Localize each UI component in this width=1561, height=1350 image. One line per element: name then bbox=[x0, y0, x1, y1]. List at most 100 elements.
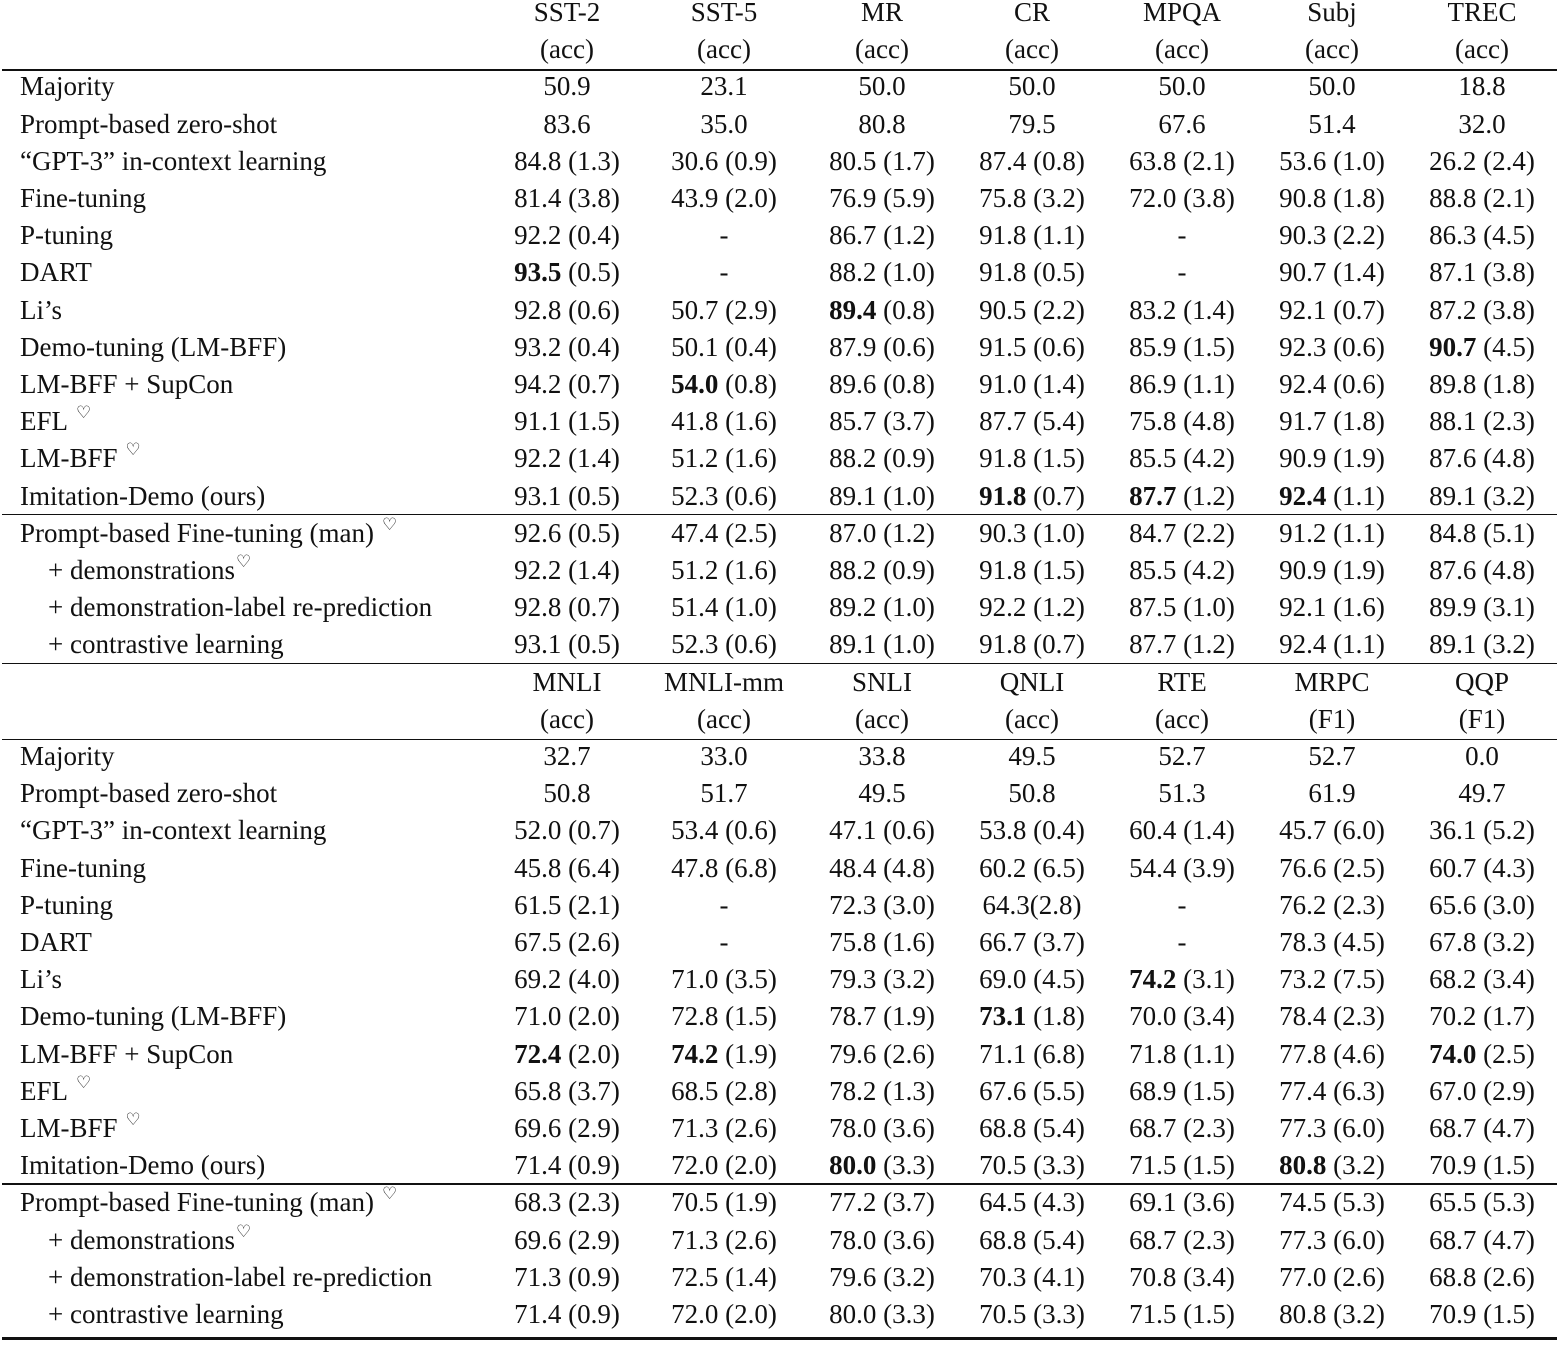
std-dev: (3.2) bbox=[1326, 1150, 1385, 1181]
score-cell: 71.5 (1.5) bbox=[1129, 1299, 1235, 1329]
score-cell: 89.4 (0.8) bbox=[802, 292, 962, 329]
table-row: EFL ♡ 65.8 (3.7) 68.5 (2.8) 78.2 (1.3) 67.6 (… bbox=[0, 1073, 1561, 1110]
score-cell: 89.1 (1.0) bbox=[829, 480, 935, 511]
score-cell: 68.7 (4.7) bbox=[1429, 1113, 1535, 1143]
column-metric: (acc) bbox=[855, 703, 909, 734]
score-cell: 49.7 bbox=[1458, 778, 1506, 809]
method-name: Prompt-based Fine-tuning (man) bbox=[20, 517, 374, 548]
table-row: Prompt-based Fine-tuning (man) ♡ 68.3 (2.3… bbox=[0, 1184, 1561, 1221]
score-cell: 65.6 (3.0) bbox=[1429, 889, 1535, 920]
score-cell: 92.4 (1.1) bbox=[1252, 478, 1412, 515]
method-name: “GPT-3” in-context learning bbox=[20, 815, 327, 846]
score-cell: 91.7 (1.8) bbox=[1279, 406, 1385, 437]
score-cell: 70.5 (3.3) bbox=[979, 1150, 1085, 1181]
score-cell: 60.4 (1.4) bbox=[1129, 815, 1235, 846]
best-score: 92.4 bbox=[1279, 480, 1327, 511]
std-dev: (1.8) bbox=[1026, 1001, 1085, 1032]
heart-marker: ♡ bbox=[125, 1110, 141, 1129]
score-cell: 47.8 (6.8) bbox=[671, 852, 777, 883]
std-dev: (0.8) bbox=[876, 294, 935, 325]
score-cell: 91.8 (1.5) bbox=[979, 555, 1085, 585]
score-cell: 69.1 (3.6) bbox=[1129, 1187, 1235, 1218]
score-cell: 68.3 (2.3) bbox=[514, 1187, 620, 1218]
score-cell: 87.7 (5.4) bbox=[979, 406, 1085, 437]
row-label: Imitation-Demo (ours) bbox=[20, 1147, 265, 1184]
table-row: EFL ♡ 91.1 (1.5) 41.8 (1.6) 85.7 (3.7) 87.7 (… bbox=[0, 403, 1561, 440]
column-metric: (acc) bbox=[1155, 34, 1209, 65]
score-cell: 72.0 (3.8) bbox=[1129, 183, 1235, 213]
column-header: CR bbox=[1013, 0, 1051, 27]
table-row: “GPT-3” in-context learning 84.8 (1.3) 30.… bbox=[0, 143, 1561, 180]
row-label: Demo-tuning (LM-BFF) bbox=[20, 998, 286, 1035]
score-cell: 92.4 (1.1) bbox=[1279, 629, 1385, 660]
score-cell: 68.7 (4.7) bbox=[1429, 1224, 1535, 1255]
score-cell: 90.9 (1.9) bbox=[1279, 443, 1385, 474]
best-score: 80.8 bbox=[1279, 1150, 1327, 1181]
best-score: 74.2 bbox=[1129, 964, 1177, 995]
score-cell: 53.6 (1.0) bbox=[1279, 145, 1385, 176]
column-metric: (acc) bbox=[1005, 34, 1059, 65]
score-cell: 49.5 bbox=[858, 778, 906, 809]
score-cell: - bbox=[1177, 927, 1187, 957]
score-cell: - bbox=[719, 257, 729, 288]
score-cell: 49.5 bbox=[1008, 741, 1056, 771]
score-cell: 51.4 bbox=[1308, 108, 1356, 139]
score-cell: 70.3 (4.1) bbox=[979, 1261, 1085, 1292]
row-label: Fine-tuning bbox=[20, 850, 146, 887]
score-cell: 70.5 (3.3) bbox=[979, 1299, 1085, 1329]
score-cell: 71.8 (1.1) bbox=[1129, 1038, 1235, 1069]
score-cell: 88.1 (2.3) bbox=[1429, 406, 1535, 437]
score-cell: 73.1 (1.8) bbox=[952, 998, 1112, 1035]
score-cell: 92.4 (0.6) bbox=[1279, 369, 1385, 399]
score-cell: 67.6 (5.5) bbox=[979, 1075, 1085, 1106]
score-cell: 89.1 (3.2) bbox=[1429, 480, 1535, 511]
row-label: EFL ♡ bbox=[20, 403, 91, 443]
score-cell: 91.8 (1.5) bbox=[979, 443, 1085, 474]
row-label: Fine-tuning bbox=[20, 180, 146, 217]
table-rule bbox=[2, 513, 1557, 516]
best-score: 73.1 bbox=[979, 1001, 1027, 1032]
score-cell: 50.1 (0.4) bbox=[671, 331, 777, 362]
score-cell: 87.1 (3.8) bbox=[1429, 257, 1535, 288]
score-cell: 71.3 (2.6) bbox=[671, 1224, 777, 1255]
best-score: 90.7 bbox=[1429, 331, 1477, 362]
score-cell: 83.2 (1.4) bbox=[1129, 294, 1235, 325]
method-name: Majority bbox=[20, 741, 115, 771]
score-cell: 85.5 (4.2) bbox=[1129, 555, 1235, 585]
score-cell: 89.1 (3.2) bbox=[1429, 629, 1535, 660]
column-metric: (acc) bbox=[697, 703, 751, 734]
score-cell: 79.6 (3.2) bbox=[829, 1261, 935, 1292]
std-dev: (2.5) bbox=[1476, 1038, 1535, 1069]
table-rule bbox=[2, 1337, 1557, 1340]
method-name: + contrastive learning bbox=[48, 629, 284, 660]
score-cell: 91.5 (0.6) bbox=[979, 331, 1085, 362]
score-cell: 51.3 bbox=[1158, 778, 1206, 809]
score-cell: 87.7 (1.2) bbox=[1102, 478, 1262, 515]
score-cell: 68.5 (2.8) bbox=[671, 1075, 777, 1106]
table-row: P-tuning 61.5 (2.1) - 72.3 (3.0) 64.3(2.8) - 7… bbox=[0, 887, 1561, 924]
score-cell: 93.5 (0.5) bbox=[487, 254, 647, 291]
std-dev: (1.1) bbox=[1326, 480, 1385, 511]
table-row: + contrastive learning 71.4 (0.9) 72.0 (2.… bbox=[0, 1296, 1561, 1333]
score-cell: 92.2 (1.2) bbox=[979, 592, 1085, 623]
table-rule bbox=[2, 1183, 1557, 1185]
score-cell: 79.3 (3.2) bbox=[829, 964, 935, 995]
best-score: 72.4 bbox=[514, 1038, 562, 1069]
score-cell: 71.4 (0.9) bbox=[514, 1150, 620, 1181]
std-dev: (4.5) bbox=[1476, 331, 1535, 362]
method-name: Demo-tuning (LM-BFF) bbox=[20, 1001, 287, 1032]
score-cell: 68.8 (2.6) bbox=[1429, 1261, 1535, 1292]
method-name: LM-BFF bbox=[20, 1113, 118, 1143]
score-cell: 70.2 (1.7) bbox=[1429, 1001, 1535, 1032]
row-label: LM-BFF + SupCon bbox=[20, 1036, 233, 1073]
best-score: 80.0 bbox=[829, 1150, 877, 1181]
score-cell: 78.3 (4.5) bbox=[1279, 927, 1385, 957]
column-metric: (F1) bbox=[1458, 703, 1506, 734]
score-cell: 0.0 bbox=[1465, 741, 1499, 771]
std-dev: (1.9) bbox=[718, 1038, 777, 1069]
score-cell: 45.7 (6.0) bbox=[1279, 815, 1385, 846]
score-cell: 54.4 (3.9) bbox=[1129, 852, 1235, 883]
table-row: + demonstrations♡ 69.6 (2.9) 71.3 (2.6) 78.… bbox=[0, 1222, 1561, 1259]
table-row: + demonstrations♡ 92.2 (1.4) 51.2 (1.6) 88.… bbox=[0, 552, 1561, 589]
score-cell: 53.8 (0.4) bbox=[979, 815, 1085, 846]
